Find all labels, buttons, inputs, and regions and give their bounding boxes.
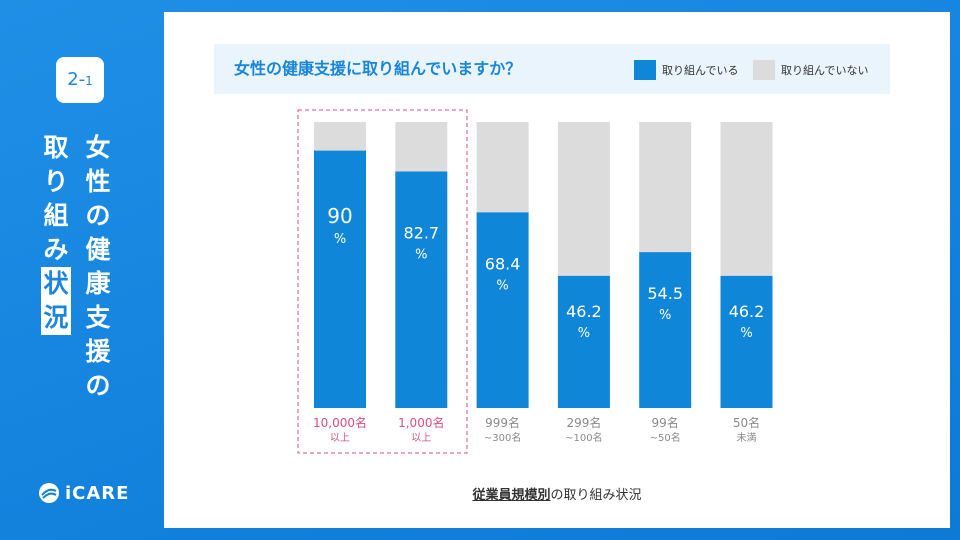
data-label-value: 46.2	[566, 302, 602, 321]
question-bar: 女性の健康支援に取り組んでいますか？ 取り組んでいる 取り組んでいない	[214, 44, 890, 94]
data-label-value: 90	[327, 204, 352, 228]
data-label-unit: %	[415, 248, 427, 263]
title-char: 組	[43, 201, 69, 230]
category-label-line2: 以上	[330, 432, 350, 444]
bar-segment-no	[639, 122, 692, 253]
title-char: 取	[43, 133, 69, 162]
bar-segment-no	[395, 122, 448, 172]
title-char-highlight: 状	[41, 267, 71, 301]
bar-segment-yes	[314, 150, 366, 408]
caption-rest: の取り組み状況	[550, 488, 642, 503]
section-badge: 2-1	[56, 57, 104, 103]
bar-segment-yes	[557, 275, 610, 408]
stacked-bar-chart: 90%10,000名以上82.7%1,000名以上68.4%999名~300名4…	[297, 109, 773, 454]
chart-caption: 従業員規模別の取り組み状況	[164, 484, 950, 503]
data-label-unit: %	[496, 278, 508, 293]
category-label-line1: 299名	[566, 415, 601, 430]
legend-label-yes: 取り組んでいる	[662, 64, 739, 77]
legend-label-no: 取り組んでいない	[781, 64, 869, 77]
section-number: 2-	[67, 69, 86, 90]
title-char-highlight: 況	[41, 301, 71, 335]
bar-segment-no	[476, 122, 529, 213]
title-char: の	[85, 371, 111, 400]
vertical-title-column-1: 女性の健康支援の	[83, 131, 113, 403]
title-char: 援	[85, 337, 111, 366]
bar-segment-yes	[476, 212, 529, 408]
data-label-unit: %	[659, 308, 671, 323]
category-label-line2: ~50名	[650, 431, 681, 444]
chart-card: 女性の健康支援に取り組んでいますか？ 取り組んでいる 取り組んでいない 90% 1…	[164, 12, 950, 528]
title-char: の	[85, 201, 111, 230]
section-subnumber: 1	[85, 74, 93, 88]
vertical-title-column-2: 取り組み状況	[41, 131, 71, 335]
title-char: 康	[85, 269, 111, 298]
category-label-line1: 999名	[485, 415, 520, 430]
data-label-unit: %	[334, 232, 346, 247]
title-char: 健	[85, 235, 111, 264]
legend-item-no: 取り組んでいない	[753, 60, 868, 80]
title-char: み	[43, 235, 69, 264]
category-label-line1: 1,000名	[398, 415, 444, 430]
data-label-value: 54.5	[647, 284, 683, 303]
bar-segment-no	[720, 122, 773, 276]
category-label-line2: ~300名	[484, 431, 521, 444]
category-label-line1: 50名	[733, 415, 760, 430]
category-label-line2: ~100名	[565, 431, 602, 444]
bar-segment-no	[557, 122, 610, 276]
legend-item-yes: 取り組んでいる	[634, 60, 738, 80]
logo-mark-icon	[39, 483, 59, 503]
title-char: り	[43, 167, 69, 196]
icare-logo: iCARE	[38, 482, 129, 504]
bar-segment-yes	[639, 252, 692, 408]
bar-segment-yes	[720, 275, 773, 408]
caption-bold: 従業員規模別	[472, 488, 551, 503]
logo-text: iCARE	[65, 482, 130, 504]
data-label-value: 68.4	[485, 254, 521, 273]
data-label-unit: %	[740, 326, 752, 341]
data-label-unit: %	[578, 326, 590, 341]
category-label-line1: 99名	[652, 415, 679, 430]
bar-segment-no	[314, 122, 366, 151]
question-title: 女性の健康支援に取り組んでいますか？	[234, 59, 522, 78]
legend-swatch-yes	[634, 60, 656, 80]
data-label-value: 46.2	[729, 302, 765, 321]
highlight-frame	[297, 109, 468, 454]
sidebar: 2-1 女性の健康支援の 取り組み状況 iCARE	[0, 0, 164, 540]
bar-segment-yes	[395, 171, 448, 408]
category-label-line2: 以上	[411, 432, 431, 444]
data-label-value: 82.7	[403, 224, 439, 243]
category-label-line1: 10,000名	[313, 415, 367, 430]
category-label-line2: 未満	[737, 432, 757, 444]
legend-swatch-no	[753, 60, 775, 80]
title-char: 支	[85, 303, 111, 332]
title-char: 性	[85, 167, 111, 196]
title-char: 女	[85, 133, 111, 162]
